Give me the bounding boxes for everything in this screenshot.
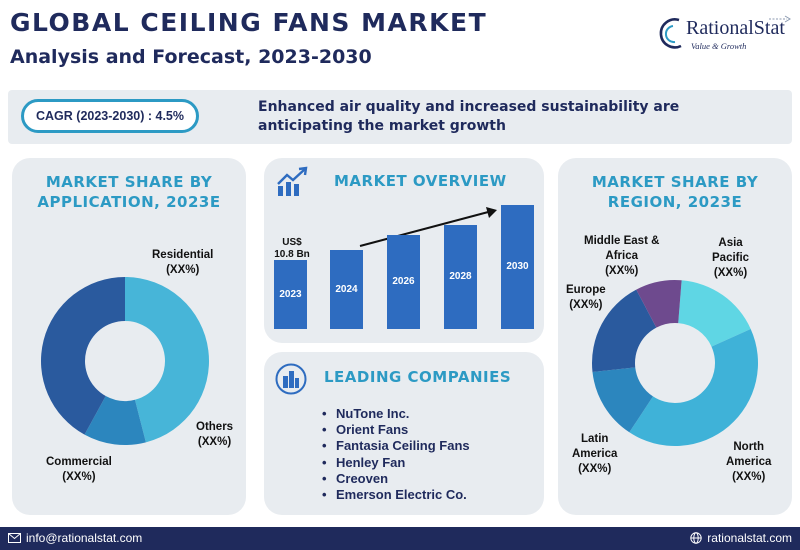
- company-item: Orient Fans: [322, 422, 470, 438]
- company-item: Henley Fan: [322, 455, 470, 471]
- north-america-label: North America (XX%): [726, 440, 771, 485]
- commercial-name: Commercial: [46, 456, 112, 468]
- bar-2028: 2028: [444, 225, 477, 329]
- market-overview-bar-chart: 2023 2024 2026 2028 2030: [264, 158, 544, 343]
- company-item: Creoven: [322, 471, 470, 487]
- banner-text: Enhanced air quality and increased susta…: [258, 99, 680, 134]
- donut-slice-commercial: [40, 277, 125, 435]
- commercial-label: Commercial (XX%): [46, 455, 112, 485]
- na-value: (XX%): [732, 471, 766, 483]
- residential-name: Residential: [152, 249, 214, 261]
- logo-arrow-icon: [769, 15, 791, 23]
- growth-chart-icon: [277, 166, 308, 196]
- commercial-value: (XX%): [62, 471, 96, 483]
- globe-icon: [690, 532, 702, 544]
- residential-label: Residential (XX%): [152, 248, 213, 278]
- donut-slice-middle-east-africa: [636, 280, 682, 328]
- others-value: (XX%): [197, 436, 232, 448]
- bar-year-label: 2023: [279, 289, 302, 300]
- company-logo: RationalStat Value & Growth: [655, 12, 795, 56]
- mail-icon: [8, 533, 21, 543]
- donut-slice-latin-america: [592, 367, 653, 433]
- footer-email-text[interactable]: info@rationalstat.com: [26, 531, 143, 545]
- europe-label: Europe (XX%): [566, 283, 606, 313]
- logo-tagline: Value & Growth: [691, 41, 747, 51]
- asia-pacific-label: Asia Pacific (XX%): [712, 236, 749, 281]
- bar-year-label: 2024: [335, 284, 358, 295]
- application-share-panel: MARKET SHARE BY APPLICATION, 2023E Resid…: [12, 158, 246, 515]
- asia-name-line1: Asia: [718, 237, 743, 249]
- application-heading-line1: MARKET SHARE BY: [45, 173, 213, 191]
- bar-2026: 2026: [387, 235, 420, 329]
- region-share-panel: MARKET SHARE BY REGION, 2023E Middle Eas…: [558, 158, 792, 515]
- donut-slice-europe: [592, 289, 657, 372]
- logo-name: RationalStat: [686, 17, 785, 39]
- value-label-currency: US$: [282, 237, 302, 248]
- company-item: NuTone Inc.: [322, 406, 470, 422]
- logo-arc-icon: [659, 18, 682, 49]
- application-donut-chart: [40, 277, 210, 446]
- leading-companies-heading: LEADING COMPANIES: [324, 368, 512, 386]
- residential-value: (XX%): [166, 264, 200, 276]
- footer-website[interactable]: rationalstat.com: [690, 531, 792, 545]
- application-heading: MARKET SHARE BY APPLICATION, 2023E: [12, 172, 246, 212]
- na-name-line1: North: [733, 441, 765, 453]
- asia-value: (XX%): [713, 267, 748, 279]
- asia-name-line2: Pacific: [712, 252, 750, 264]
- mea-value: (XX%): [605, 265, 639, 277]
- bar-year-label: 2028: [449, 271, 472, 282]
- bar-year-label: 2026: [392, 276, 415, 287]
- footer-email[interactable]: info@rationalstat.com: [8, 531, 142, 545]
- company-item: Emerson Electric Co.: [322, 487, 470, 503]
- donut-slice-others: [84, 396, 146, 446]
- value-label: US$ 10.8 Bn: [272, 237, 312, 261]
- bar-2023: 2023: [274, 260, 307, 329]
- latam-name-line2: America: [572, 448, 618, 460]
- others-label: Others (XX%): [196, 420, 233, 450]
- others-name: Others: [196, 421, 234, 433]
- company-item: Fantasia Ceiling Fans: [322, 438, 470, 454]
- building-icon: [275, 363, 307, 395]
- latam-name-line1: Latin: [580, 433, 609, 445]
- na-name-line2: America: [726, 456, 772, 468]
- page-subtitle: Analysis and Forecast, 2023-2030: [10, 46, 372, 68]
- latin-america-label: Latin America (XX%): [572, 432, 617, 477]
- mea-label: Middle East & Africa (XX%): [584, 234, 659, 279]
- mea-name-line2: Africa: [605, 250, 638, 262]
- value-label-amount: 10.8 Bn: [274, 249, 310, 260]
- region-heading-line2: REGION, 2023E: [607, 193, 743, 211]
- latam-value: (XX%): [578, 463, 612, 475]
- region-heading: MARKET SHARE BY REGION, 2023E: [558, 172, 792, 212]
- market-overview-panel: MARKET OVERVIEW 2023 2024 2026 2028 2030 US$…: [264, 158, 544, 343]
- region-heading-line1: MARKET SHARE BY: [591, 173, 759, 191]
- region-donut-chart: [592, 280, 758, 446]
- bar-2030: 2030: [501, 205, 534, 329]
- donut-slice-residential: [125, 277, 210, 443]
- bar-year-label: 2030: [506, 261, 529, 272]
- market-overview-heading: MARKET OVERVIEW: [334, 172, 507, 190]
- mea-name-line1: Middle East &: [584, 235, 660, 247]
- companies-list: NuTone Inc. Orient Fans Fantasia Ceiling…: [322, 406, 470, 503]
- europe-name: Europe: [566, 284, 606, 296]
- donut-slice-asia-pacific: [678, 280, 751, 347]
- cagr-badge: CAGR (2023-2030) : 4.5%: [21, 99, 199, 133]
- page-title: GLOBAL CEILING FANS MARKET: [10, 8, 488, 37]
- application-heading-line2: APPLICATION, 2023E: [37, 193, 221, 211]
- bar-2024: 2024: [330, 250, 363, 329]
- trend-arrow-icon: [359, 207, 497, 247]
- footer: info@rationalstat.com rationalstat.com: [0, 527, 800, 550]
- footer-website-text[interactable]: rationalstat.com: [707, 531, 792, 545]
- donut-slice-north-america: [629, 328, 758, 446]
- europe-value: (XX%): [569, 299, 603, 311]
- cagr-banner: CAGR (2023-2030) : 4.5% Enhanced air qua…: [8, 90, 792, 144]
